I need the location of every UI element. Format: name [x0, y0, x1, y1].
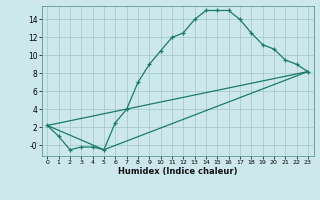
X-axis label: Humidex (Indice chaleur): Humidex (Indice chaleur) — [118, 167, 237, 176]
